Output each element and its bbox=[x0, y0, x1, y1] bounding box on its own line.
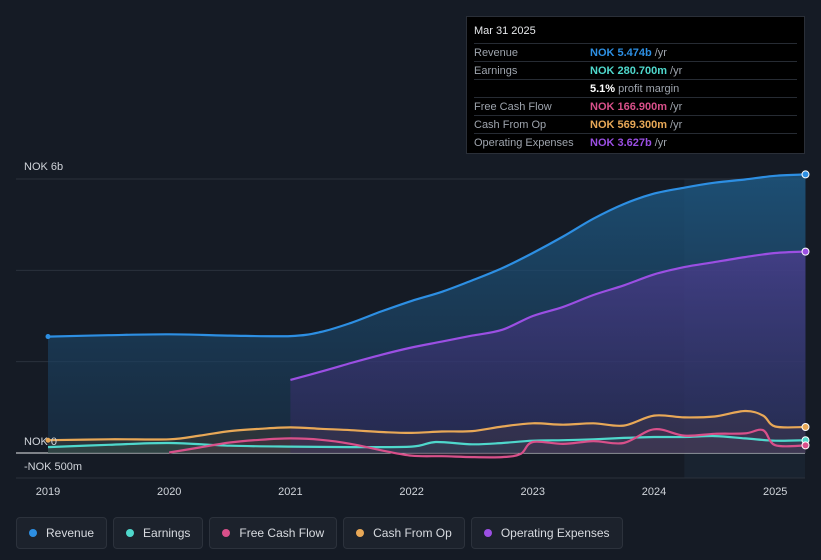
tooltip-row-label: Operating Expenses bbox=[474, 136, 574, 149]
tooltip-row-unit: /yr bbox=[654, 46, 667, 59]
y-axis-top-label: NOK 6b bbox=[24, 161, 63, 173]
y-axis-bottom-label: -NOK 500m bbox=[24, 461, 82, 473]
revenue-line bbox=[47, 173, 806, 338]
earnings-line bbox=[47, 434, 806, 449]
tooltip-row-value: NOK 166.900m bbox=[590, 100, 668, 113]
tooltip-row-unit: /yr bbox=[670, 118, 683, 131]
legend-label: Cash From Op bbox=[373, 526, 452, 540]
tooltip-row-value: 5.1% bbox=[590, 82, 616, 95]
legend: Revenue Earnings Free Cash Flow Cash From O… bbox=[16, 517, 623, 549]
legend-cash-from-op[interactable]: Cash From Op bbox=[343, 517, 465, 549]
legend-revenue[interactable]: Revenue bbox=[16, 517, 108, 549]
legend-operating-expenses[interactable]: Operating Expenses bbox=[470, 517, 623, 549]
tooltip-row-value: NOK 280.700m bbox=[590, 64, 668, 77]
tooltip-row: 5.1% profit margin bbox=[474, 79, 797, 97]
legend-label: Earnings bbox=[143, 526, 191, 540]
y-axis-zero-label: NOK 0 bbox=[24, 436, 57, 448]
tooltip-row-label: Earnings bbox=[474, 64, 518, 77]
revenue-start-dot bbox=[45, 334, 51, 340]
tooltip-row-value: NOK 5.474b bbox=[590, 46, 652, 59]
free-cash-flow-end-dot bbox=[801, 441, 810, 450]
tooltip-row: Cash From Op NOK 569.300m/yr bbox=[474, 115, 797, 133]
operating-expenses-line bbox=[290, 250, 806, 381]
legend-label: Revenue bbox=[46, 526, 95, 540]
legend-dot-icon bbox=[356, 529, 365, 537]
x-tick-label: 2022 bbox=[399, 486, 423, 498]
tooltip-row-value: NOK 569.300m bbox=[590, 118, 668, 131]
tooltip-panel: Mar 31 2025 Revenue NOK 5.474b/yr Earnings… bbox=[466, 16, 805, 154]
cash-from-op-line bbox=[47, 409, 806, 442]
tooltip-date: Mar 31 2025 bbox=[474, 25, 536, 37]
revenue-end-dot bbox=[801, 170, 810, 179]
legend-free-cash-flow[interactable]: Free Cash Flow bbox=[209, 517, 338, 549]
tooltip-row-unit: /yr bbox=[670, 64, 683, 77]
x-tick-label: 2023 bbox=[521, 486, 545, 498]
x-tick-label: 2021 bbox=[278, 486, 302, 498]
tooltip-row-value: NOK 3.627b bbox=[590, 136, 652, 149]
legend-dot-icon bbox=[29, 529, 37, 537]
cash-from-op-start-dot bbox=[45, 437, 51, 443]
x-tick-label: 2025 bbox=[763, 486, 787, 498]
legend-label: Free Cash Flow bbox=[239, 526, 325, 540]
tooltip-row: Earnings NOK 280.700m/yr bbox=[474, 61, 797, 79]
operating-expenses-area bbox=[290, 251, 806, 453]
cash-from-op-end-dot bbox=[801, 423, 810, 432]
free-cash-flow-line bbox=[169, 428, 806, 459]
legend-earnings[interactable]: Earnings bbox=[113, 517, 204, 549]
tooltip-row: Revenue NOK 5.474b/yr bbox=[474, 43, 797, 61]
x-tick-label: 2020 bbox=[157, 486, 181, 498]
tooltip-row: Free Cash Flow NOK 166.900m/yr bbox=[474, 97, 797, 115]
tooltip-row: Operating Expenses NOK 3.627b/yr bbox=[474, 133, 797, 151]
tooltip-row-unit: /yr bbox=[670, 100, 683, 113]
legend-dot-icon bbox=[483, 529, 492, 537]
x-tick-label: 2019 bbox=[36, 486, 60, 498]
legend-label: Operating Expenses bbox=[500, 526, 610, 540]
tooltip-row-label: Cash From Op bbox=[474, 118, 547, 131]
tooltip-row-unit: profit margin bbox=[618, 82, 680, 95]
legend-dot-icon bbox=[222, 529, 231, 537]
x-tick-label: 2024 bbox=[642, 486, 666, 498]
legend-dot-icon bbox=[126, 529, 135, 537]
tooltip-row-label: Revenue bbox=[474, 46, 519, 59]
tooltip-row-unit: /yr bbox=[654, 136, 667, 149]
tooltip-row-label: Free Cash Flow bbox=[474, 100, 552, 113]
operating-expenses-end-dot bbox=[801, 247, 810, 256]
